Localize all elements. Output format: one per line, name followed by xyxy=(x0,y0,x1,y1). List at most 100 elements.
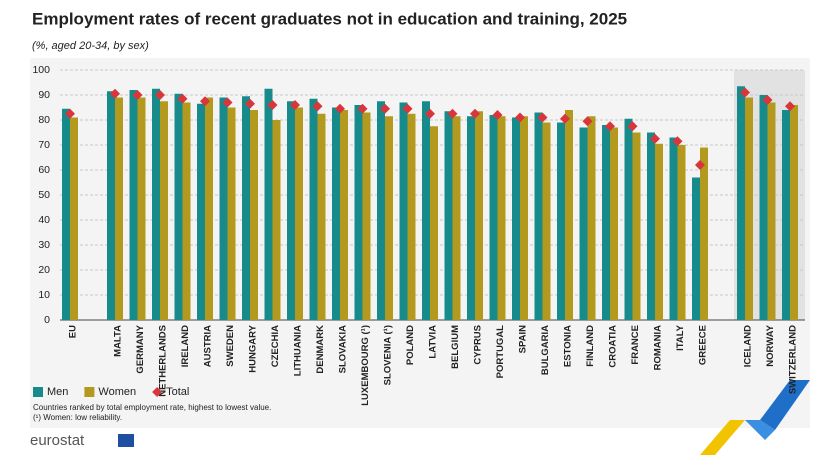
bar xyxy=(182,102,191,320)
bar xyxy=(205,97,213,320)
bar xyxy=(579,127,588,320)
x-tick-label: LATVIA xyxy=(428,325,439,359)
bar xyxy=(737,86,745,320)
total-marker xyxy=(560,113,570,124)
bar xyxy=(602,125,610,320)
x-tick-label: EU xyxy=(68,325,79,338)
y-tick-label: 20 xyxy=(38,264,50,276)
total-marker xyxy=(537,112,548,123)
bar xyxy=(444,111,453,320)
x-tick-label: GERMANY xyxy=(135,324,146,373)
y-tick-label: 80 xyxy=(38,114,50,126)
legend-label: Women xyxy=(98,386,136,398)
bar xyxy=(115,97,123,320)
y-tick-label: 70 xyxy=(38,139,50,151)
x-tick-label: SPAIN xyxy=(518,325,529,353)
x-tick-label: SWITZERLAND xyxy=(788,325,799,394)
x-tick-label: DENMARK xyxy=(315,325,326,374)
bar xyxy=(197,103,205,320)
y-tick-label: 100 xyxy=(32,64,50,76)
total-marker xyxy=(650,133,660,144)
bar xyxy=(160,101,168,320)
x-tick-label: CROATIA xyxy=(608,325,619,368)
bar xyxy=(309,98,318,320)
note: Countries ranked by total employment rat… xyxy=(33,403,271,412)
bar xyxy=(407,113,416,320)
note: (¹) Women: low reliability. xyxy=(33,413,122,422)
bar xyxy=(587,116,596,320)
bar xyxy=(227,107,236,320)
bar xyxy=(745,97,753,320)
total-marker xyxy=(402,103,413,114)
y-tick-label: 90 xyxy=(38,89,50,101)
bar xyxy=(70,117,78,320)
x-tick-label: ESTONIA xyxy=(563,325,574,367)
bar xyxy=(632,132,641,320)
eu-flag xyxy=(118,434,134,447)
bar xyxy=(669,137,678,320)
decoration xyxy=(760,380,810,430)
bar xyxy=(557,122,565,320)
bar xyxy=(759,95,768,320)
y-tick-label: 60 xyxy=(38,164,50,176)
bar xyxy=(467,116,475,320)
chart-subtitle: (%, aged 20-34, by sex) xyxy=(32,40,149,52)
total-marker xyxy=(155,90,165,100)
total-marker xyxy=(200,96,210,107)
bar xyxy=(520,116,528,320)
bar xyxy=(152,88,160,320)
bar xyxy=(219,97,228,320)
x-tick-label: SLOVENIA (¹) xyxy=(383,325,394,385)
x-tick-label: BULGARIA xyxy=(540,325,551,375)
legend-swatch xyxy=(84,387,95,397)
x-tick-label: HUNGARY xyxy=(248,324,259,372)
x-tick-label: SWEDEN xyxy=(225,325,236,367)
y-tick-label: 10 xyxy=(38,289,50,301)
x-tick-label: LITHUANIA xyxy=(293,325,304,376)
bar xyxy=(655,143,663,320)
total-marker xyxy=(605,121,615,132)
bar xyxy=(782,110,790,320)
x-tick-label: FRANCE xyxy=(630,325,641,365)
x-tick-label: CZECHIA xyxy=(270,325,281,367)
total-marker xyxy=(470,108,480,119)
total-marker xyxy=(290,100,300,110)
bar xyxy=(242,96,250,320)
y-tick-label: 50 xyxy=(38,189,50,201)
bar xyxy=(677,145,686,320)
x-tick-label: BELGIUM xyxy=(450,325,461,369)
bar xyxy=(385,116,393,320)
bar xyxy=(430,126,438,320)
x-tick-label: ICELAND xyxy=(743,325,754,367)
bar xyxy=(565,110,573,320)
total-marker xyxy=(627,121,638,132)
bar xyxy=(534,112,543,320)
bar xyxy=(452,116,461,320)
bar xyxy=(272,120,281,320)
total-marker xyxy=(380,103,390,114)
bar xyxy=(287,101,295,320)
y-tick-label: 30 xyxy=(38,239,50,251)
x-tick-label: CYPRUS xyxy=(473,325,484,365)
decoration xyxy=(745,420,775,440)
bar xyxy=(107,91,115,320)
total-marker xyxy=(110,88,120,99)
x-tick-label: POLAND xyxy=(405,325,416,365)
bar xyxy=(264,88,273,320)
bar xyxy=(332,107,340,320)
bar xyxy=(399,102,408,320)
x-tick-label: FINLAND xyxy=(585,325,596,367)
chart-title: Employment rates of recent graduates not… xyxy=(32,9,627,28)
total-marker xyxy=(177,93,188,104)
bar xyxy=(790,105,798,320)
total-marker xyxy=(312,101,323,112)
total-marker xyxy=(515,112,525,123)
total-marker xyxy=(425,108,435,119)
bar xyxy=(475,111,483,320)
bar xyxy=(497,116,506,320)
total-marker xyxy=(492,110,503,120)
legend-label: Total xyxy=(166,386,189,398)
bar xyxy=(354,105,363,320)
total-marker xyxy=(65,108,75,119)
